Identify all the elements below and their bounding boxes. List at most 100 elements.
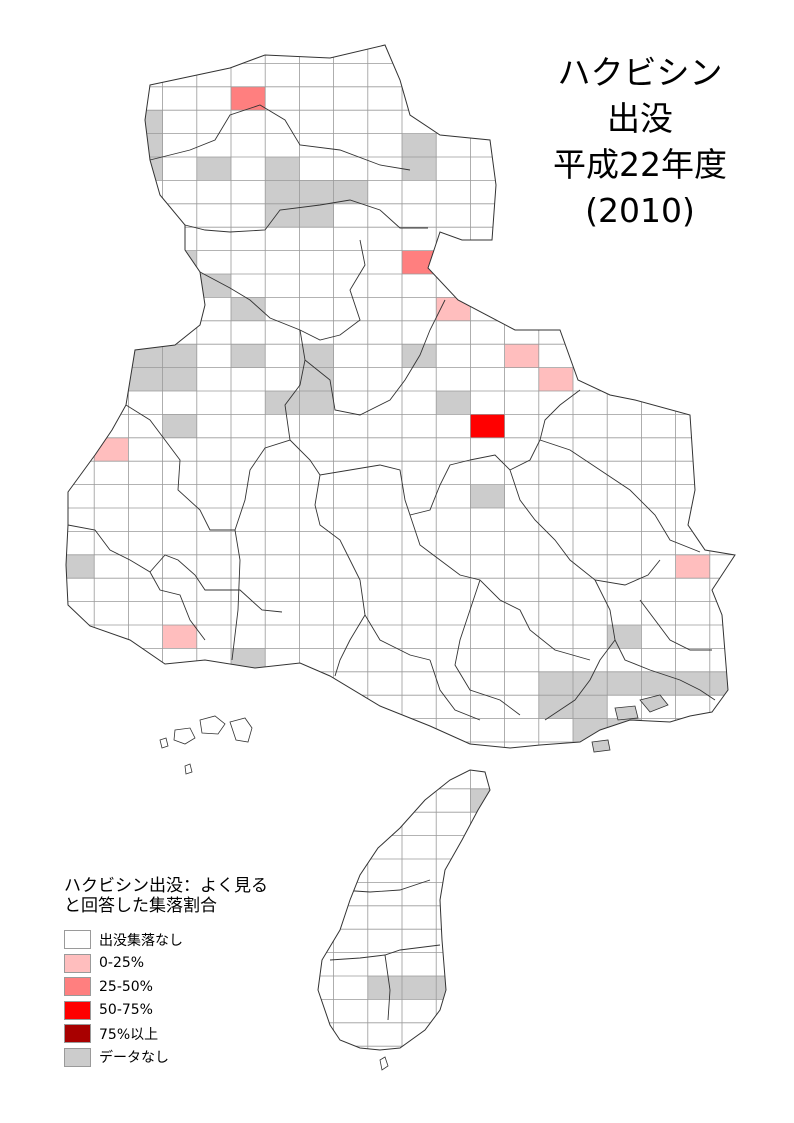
mesh-cell-no-data [66, 554, 95, 579]
island [379, 1056, 389, 1071]
island [184, 763, 193, 775]
mesh-cell-no-data [470, 788, 490, 813]
mesh-cell-c25-50 [402, 250, 437, 274]
boundary-line [409, 514, 591, 661]
legend-swatch [64, 1000, 91, 1020]
mesh-cell-c50-75 [470, 414, 505, 438]
boundary-line [384, 954, 391, 1021]
mesh-cell-no-data [128, 157, 163, 181]
mesh-cell-no-data [538, 695, 573, 719]
mesh-cell-no-data [402, 976, 437, 1000]
boundary-line [334, 614, 366, 677]
mesh-cell-no-data [162, 274, 197, 298]
legend-label: 0-25% [99, 955, 145, 972]
legend-label: 75%以上 [99, 1026, 159, 1043]
legend: ハクビシン出没：よく見る と回答した集落割合 出没集落なし 0-25% 25-5… [64, 876, 268, 1069]
mesh-cell-no-data [333, 180, 368, 204]
boundary-line [454, 579, 521, 716]
mesh-cell-no-data [265, 180, 300, 204]
mesh-cell-c0-25 [504, 344, 539, 368]
mesh-cell-c0-25 [162, 625, 197, 649]
boundary-line [429, 659, 481, 721]
boundary-line [184, 199, 428, 233]
municipal-boundaries [67, 104, 716, 721]
mesh-cell-no-data [128, 367, 163, 391]
legend-title-line-1: ハクビシン出没：よく見る [64, 876, 268, 896]
title-line-4: (2010) [585, 191, 695, 230]
boundary-line [231, 329, 306, 661]
legend-swatch [64, 953, 91, 973]
mesh-cell-c25-50 [231, 86, 266, 111]
boundary-line [149, 104, 411, 171]
legend-label: 出没集落なし [99, 932, 183, 949]
boundary-line [544, 639, 616, 721]
mainland-outline [65, 44, 736, 749]
awaji-outline [317, 769, 491, 1051]
legend-title: ハクビシン出没：よく見る と回答した集落割合 [64, 876, 268, 916]
boundary-line [289, 439, 471, 516]
mesh-cell-no-data [607, 625, 642, 649]
island [614, 705, 639, 721]
mesh-cell-no-data [573, 718, 608, 742]
mesh-cell-no-data [265, 157, 300, 181]
mesh-cell-no-data [196, 274, 231, 298]
mesh-cell-no-data [265, 391, 300, 415]
boundary-line [594, 579, 716, 701]
island [199, 715, 226, 735]
mesh-cell-no-data [641, 367, 676, 391]
mesh-cell-no-data [299, 367, 334, 391]
legend-item-no-data: データなし [64, 1046, 268, 1070]
mesh-cell-no-data [265, 203, 300, 228]
mesh-cell-c0-25 [538, 367, 573, 391]
mesh-cell-no-data [573, 671, 608, 696]
awaji-island [317, 769, 491, 1051]
boundary-line [314, 474, 431, 661]
small-islands [159, 694, 669, 1071]
island [639, 694, 669, 713]
island [173, 727, 196, 745]
mesh-cell-no-data [470, 484, 505, 508]
island [229, 717, 253, 743]
boundary-line [199, 239, 366, 341]
legend-title-line-2: と回答した集落割合 [64, 896, 217, 916]
mesh-cell-no-data [402, 157, 437, 181]
legend-item-75-plus: 75%以上 [64, 1022, 268, 1046]
boundary-line [509, 469, 661, 586]
legend-label: データなし [99, 1050, 169, 1067]
mesh-cell-c0-25 [436, 297, 471, 321]
legend-label: 25-50% [99, 978, 153, 995]
boundary-line [469, 389, 581, 471]
title-line-2: 出没 [607, 99, 673, 138]
mainland-fill [66, 45, 735, 748]
mesh-cell-no-data [299, 180, 334, 204]
boundary-line [125, 404, 235, 531]
mesh-cell-no-data [162, 414, 197, 438]
legend-item-25-50: 25-50% [64, 975, 268, 999]
mesh-cell-no-data [196, 157, 231, 181]
mesh-cell-no-data [128, 133, 163, 157]
boundary-line [639, 599, 712, 651]
mesh-cell-no-data [299, 344, 334, 368]
mesh-cell-no-data [436, 391, 471, 415]
mesh-cell-no-data [231, 648, 266, 672]
title-line-3: 平成22年度 [553, 145, 727, 184]
legend-item-50-75: 50-75% [64, 999, 268, 1023]
title-line-1: ハクビシン [557, 53, 723, 92]
island [591, 739, 611, 753]
legend-item-0-25: 0-25% [64, 952, 268, 976]
mesh-cell-no-data [675, 671, 710, 696]
mesh-cell-no-data [367, 976, 402, 1000]
mesh-cell-no-data [231, 297, 266, 321]
boundary-line [539, 439, 701, 553]
legend-swatch [64, 930, 91, 950]
mesh-cell-no-data [641, 671, 676, 696]
legend-swatch [64, 1024, 91, 1044]
legend-swatch [64, 1047, 91, 1067]
mesh-cell-no-data [538, 671, 573, 696]
mesh-cell-no-data [162, 344, 197, 368]
mesh-cell-no-data [162, 367, 197, 391]
boundary-line [339, 879, 431, 893]
mesh-cell-no-data [607, 671, 642, 696]
mesh-cell-c0-25 [675, 554, 710, 579]
